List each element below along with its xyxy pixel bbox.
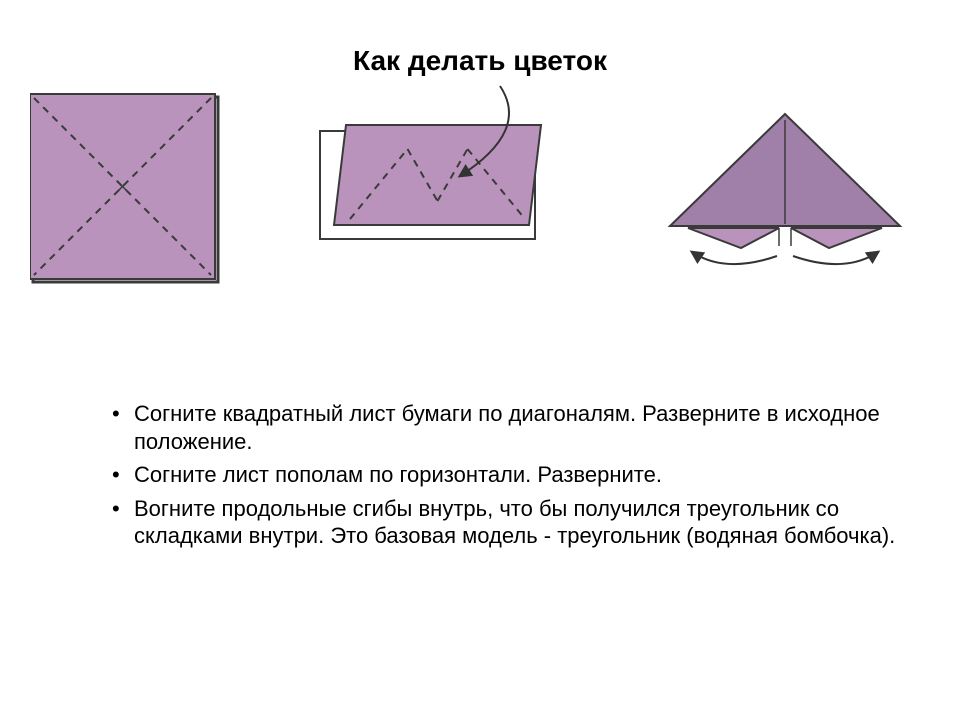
page-title: Как делать цветок: [0, 45, 960, 77]
list-item: Согните лист пополам по горизонтали. Раз…: [134, 461, 898, 489]
list-item: Вогните продольные сгибы внутрь, что бы …: [134, 495, 898, 550]
origami-steps-svg: [30, 76, 930, 296]
instructions-list: Согните квадратный лист бумаги по диагон…: [108, 400, 898, 550]
instructions: Согните квадратный лист бумаги по диагон…: [108, 400, 898, 556]
list-item: Согните квадратный лист бумаги по диагон…: [134, 400, 898, 455]
diagram-row: [30, 76, 930, 296]
